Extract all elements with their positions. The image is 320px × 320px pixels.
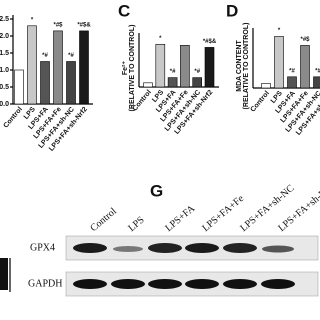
bar: [180, 45, 190, 88]
panel-letter: C: [118, 1, 130, 20]
y-tick-label: 1.5: [0, 50, 9, 57]
annotation: *#: [68, 53, 74, 59]
annotation: *#$&: [203, 39, 217, 45]
y-tick-label: 1.0: [0, 67, 9, 74]
bar: [192, 77, 202, 88]
row-label: GPX4: [30, 242, 55, 253]
bar: [143, 82, 153, 88]
y-tick-label: 2.5: [0, 16, 9, 23]
y-axis-label: (RELATIVE TO CONTROL): [243, 23, 250, 110]
bar: [287, 76, 297, 89]
annotation: *#$&: [77, 22, 91, 28]
lane-label: Control: [88, 206, 119, 234]
annotation: *#: [42, 53, 48, 59]
bar: [261, 83, 271, 89]
bar: [167, 77, 178, 88]
row-label: GAPDH: [28, 278, 62, 289]
y-tick-label: 0.0: [0, 101, 9, 108]
y-axis-label: (RELATIVE TO CONTROL): [129, 25, 136, 112]
bar: [155, 43, 166, 88]
y-axis-label: MDA CONTENT: [236, 40, 243, 92]
bar: [14, 69, 24, 105]
gapdh-bands: [73, 279, 295, 289]
annotation: *#: [289, 68, 295, 74]
cut-bar: [0, 258, 8, 290]
annotation: *#$: [300, 37, 310, 43]
bar: [40, 61, 50, 105]
bar: [53, 30, 63, 105]
y-tick-label: 2.0: [0, 33, 9, 40]
annotation: *: [159, 36, 162, 42]
x-tick-label: Control: [3, 106, 24, 130]
lane-label: LPS: [126, 215, 146, 235]
bar: [313, 76, 320, 89]
annotation: *#: [170, 69, 176, 75]
bar: [204, 47, 215, 88]
panel-letter: G: [150, 181, 163, 200]
y-tick-label: 0.5: [0, 84, 9, 91]
annotation: *: [31, 17, 34, 23]
bar: [300, 45, 310, 89]
bar: [274, 36, 284, 89]
annotation: *#$: [53, 22, 63, 28]
bar: [66, 61, 76, 105]
x-tick-label: Control: [250, 90, 271, 114]
annotation: *#: [315, 68, 320, 74]
annotation: *#: [194, 69, 200, 75]
panel-letter: D: [226, 1, 238, 20]
bar: [79, 30, 89, 105]
y-axis-label: Fe²⁺: [122, 61, 129, 76]
gpx4-bands: [73, 243, 294, 253]
bar: [27, 25, 37, 105]
annotation: *: [278, 28, 281, 34]
lane-label: LPS+FA: [163, 203, 197, 234]
